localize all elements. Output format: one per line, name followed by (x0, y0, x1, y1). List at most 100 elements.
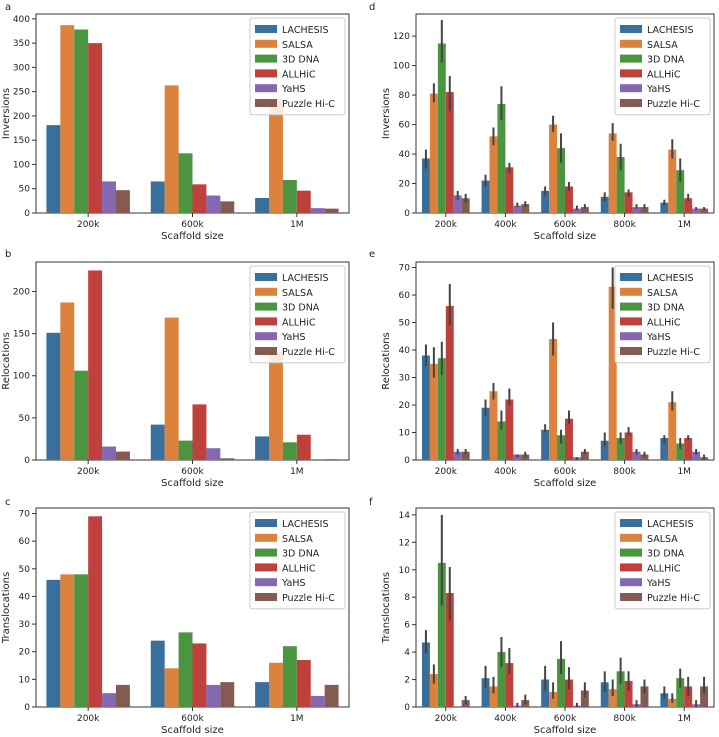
bar-a-1-0 (60, 25, 75, 213)
legend-label-d-5: Puzzle Hi-C (647, 99, 700, 110)
ytick-label-b-1: 50 (19, 414, 31, 424)
ytick-label-a-6: 300 (13, 63, 30, 73)
legend-swatch-c-1 (255, 533, 277, 542)
bar-d-1-1 (489, 136, 498, 213)
legend-swatch-e-4 (620, 332, 642, 341)
panel-d: 0 20 40 60 80 100 120 200k 400k 600k 800k 1M Scaffol… (381, 13, 715, 242)
legend-swatch-b-5 (255, 347, 277, 355)
bar-f-5-2 (580, 690, 589, 707)
ytick-label-a-3: 150 (13, 136, 30, 146)
legend-label-c-0: LACHESIS (282, 519, 328, 530)
bar-d-5-2 (580, 207, 589, 213)
ytick-label-f-7: 14 (399, 511, 411, 521)
legend-swatch-c-4 (255, 578, 277, 587)
legend-swatch-b-3 (255, 317, 277, 326)
legend-label-e-5: Puzzle Hi-C (647, 347, 700, 358)
bar-e-5-2 (580, 451, 589, 460)
bar-f-0-1 (481, 678, 490, 707)
legend-label-e-2: 3D DNA (647, 303, 685, 314)
bar-f-3-4 (684, 686, 693, 707)
ytick-label-d-6: 120 (393, 32, 410, 42)
bar-e-0-2 (541, 429, 550, 460)
legend-swatch-c-2 (255, 548, 277, 557)
legend-swatch-a-0 (255, 25, 277, 33)
bar-a-3-1 (192, 184, 207, 213)
bar-c-1-2 (269, 662, 283, 707)
legend-swatch-a-1 (255, 39, 277, 48)
bar-f-0-3 (600, 682, 609, 707)
bar-d-2-0 (437, 43, 446, 214)
bar-f-5-4 (700, 686, 709, 707)
bar-d-3-3 (624, 192, 633, 213)
xtick-label-c-1: 600k (181, 714, 204, 724)
bar-b-1-1 (164, 317, 179, 460)
bar-e-1-0 (429, 363, 438, 460)
legend-label-d-2: 3D DNA (647, 55, 685, 66)
bar-d-2-3 (616, 156, 625, 213)
bar-d-0-1 (481, 180, 490, 213)
bar-c-3-1 (192, 643, 207, 707)
ytick-label-b-2: 100 (13, 372, 30, 382)
bar-d-3-2 (565, 186, 573, 213)
bar-d-4-4 (692, 208, 701, 213)
legend-label-f-4: YaHS (646, 578, 671, 589)
legend-swatch-f-1 (620, 533, 642, 542)
xtick-label-f-2: 600k (554, 714, 577, 724)
bar-c-1-0 (60, 574, 75, 707)
legend-label-f-3: ALLHiC (647, 563, 681, 574)
bar-f-2-0 (437, 562, 446, 707)
legend-label-e-3: ALLHiC (647, 317, 681, 328)
bar-b-4-1 (206, 448, 221, 460)
bar-e-3-1 (505, 399, 514, 460)
bar-b-2-2 (282, 442, 297, 460)
xtick-label-e-3: 800k (613, 467, 636, 477)
legend-e: LACHESIS SALSA 3D DNA ALLHiC YaHS Puzzle Hi-C (614, 265, 711, 364)
bar-e-2-2 (557, 435, 565, 460)
bar-e-0-1 (481, 407, 490, 460)
legend-swatch-d-3 (620, 69, 642, 78)
legend-swatch-e-1 (620, 287, 642, 296)
legend-b: LACHESIS SALSA 3D DNA ALLHiC YaHS Puzzle Hi-C (249, 265, 346, 364)
bar-b-0-2 (255, 436, 270, 460)
panel-f: 0 2 4 6 8 10 12 14 200k 400k 600k 800k 1M Scaffold si… (381, 507, 715, 736)
ytick-label-e-3: 30 (399, 374, 411, 384)
legend-swatch-b-0 (255, 273, 277, 281)
legend-swatch-a-2 (255, 54, 277, 63)
panel-c: 0 10 20 30 40 50 60 70 200k 600k 1M Scaffold size Tr… (1, 507, 350, 736)
ylabel-b: Relocations (1, 332, 12, 390)
bar-e-3-0 (445, 306, 454, 460)
bar-a-5-0 (115, 190, 130, 213)
legend-label-a-1: SALSA (282, 40, 313, 51)
bar-e-3-4 (684, 438, 693, 460)
ytick-label-c-1: 10 (19, 675, 31, 685)
legend-f: LACHESIS SALSA 3D DNA ALLHiC YaHS Puzzle Hi-C (614, 511, 711, 610)
legend-a: LACHESIS SALSA 3D DNA ALLHiC YaHS Puzzle Hi-C (249, 17, 346, 116)
xtick-label-b-0: 200k (77, 467, 100, 477)
ytick-label-e-2: 20 (399, 401, 411, 411)
ytick-label-f-5: 10 (399, 566, 411, 576)
bar-d-4-0 (453, 195, 462, 213)
legend-c: LACHESIS SALSA 3D DNA ALLHiC YaHS Puzzle Hi-C (249, 511, 346, 610)
ytick-label-e-7: 70 (399, 264, 411, 274)
bar-c-5-2 (324, 684, 339, 707)
ytick-label-a-1: 50 (19, 185, 31, 195)
bar-b-1-0 (60, 302, 75, 460)
bar-c-2-1 (178, 632, 193, 707)
xtick-label-d-1: 400k (494, 220, 517, 230)
legend-label-c-5: Puzzle Hi-C (282, 593, 335, 604)
legend-label-a-3: ALLHiC (282, 69, 316, 80)
bar-d-4-1 (513, 205, 522, 213)
ytick-label-e-5: 50 (399, 319, 411, 329)
ytick-label-f-0: 0 (404, 703, 410, 713)
ytick-label-d-5: 100 (393, 62, 410, 72)
ytick-label-a-4: 200 (13, 112, 30, 122)
ytick-label-d-2: 40 (399, 150, 411, 160)
xtick-label-e-0: 200k (435, 467, 458, 477)
legend-label-f-5: Puzzle Hi-C (647, 593, 700, 604)
bar-d-1-2 (549, 124, 558, 213)
legend-label-b-3: ALLHiC (282, 317, 316, 328)
panel-letter-f: f (369, 497, 373, 508)
ytick-label-c-2: 20 (19, 648, 31, 658)
xtick-label-f-3: 800k (613, 714, 636, 724)
